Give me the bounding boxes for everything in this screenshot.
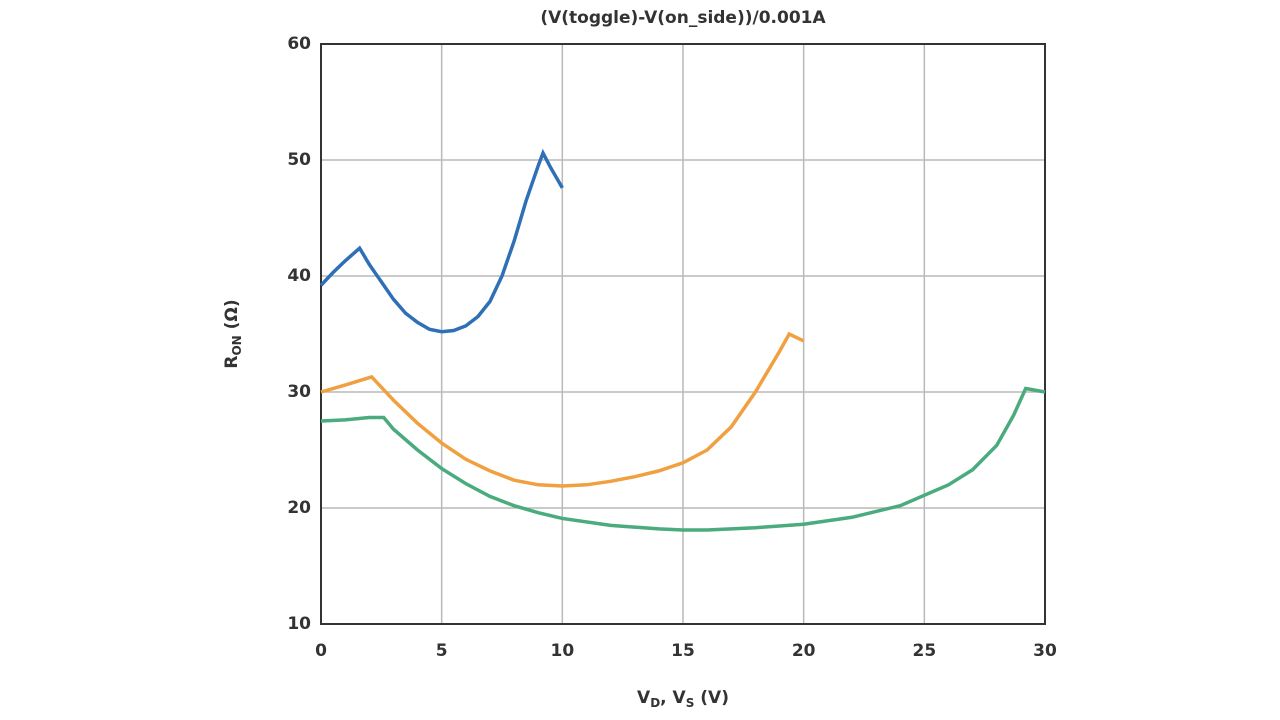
x-tick-label: 5	[436, 641, 448, 661]
x-label-sub: S	[686, 696, 695, 710]
x-tick-label: 0	[315, 641, 327, 661]
x-label-rest: (V)	[694, 688, 729, 708]
y-tick-label: 40	[287, 266, 311, 286]
y-tick-label: 30	[287, 382, 311, 402]
chart-title: (V(toggle)-V(on_side))/0.001A	[540, 8, 826, 28]
x-label-main: , V	[660, 688, 686, 708]
x-tick-label: 30	[1033, 641, 1057, 661]
plot-frame	[320, 43, 1046, 625]
y-tick-label: 60	[287, 34, 311, 54]
y-label-rest: (Ω)	[222, 299, 242, 335]
x-tick-label: 25	[912, 641, 936, 661]
x-tick-label: 10	[550, 641, 574, 661]
x-tick-label: 20	[792, 641, 816, 661]
y-axis-label: RON (Ω)	[222, 299, 244, 368]
y-tick-label: 50	[287, 150, 311, 170]
y-label-sub: ON	[230, 335, 244, 355]
series-line	[320, 386, 1046, 532]
x-tick-label: 15	[671, 641, 695, 661]
y-tick-label: 10	[287, 614, 311, 634]
x-axis-label: VD, VS (V)	[637, 688, 729, 710]
x-label-main: V	[637, 688, 651, 708]
y-tick-label: 20	[287, 498, 311, 518]
x-label-sub: D	[650, 696, 660, 710]
series-line	[320, 331, 805, 488]
y-label-main: R	[222, 356, 242, 369]
series-line	[319, 148, 564, 334]
